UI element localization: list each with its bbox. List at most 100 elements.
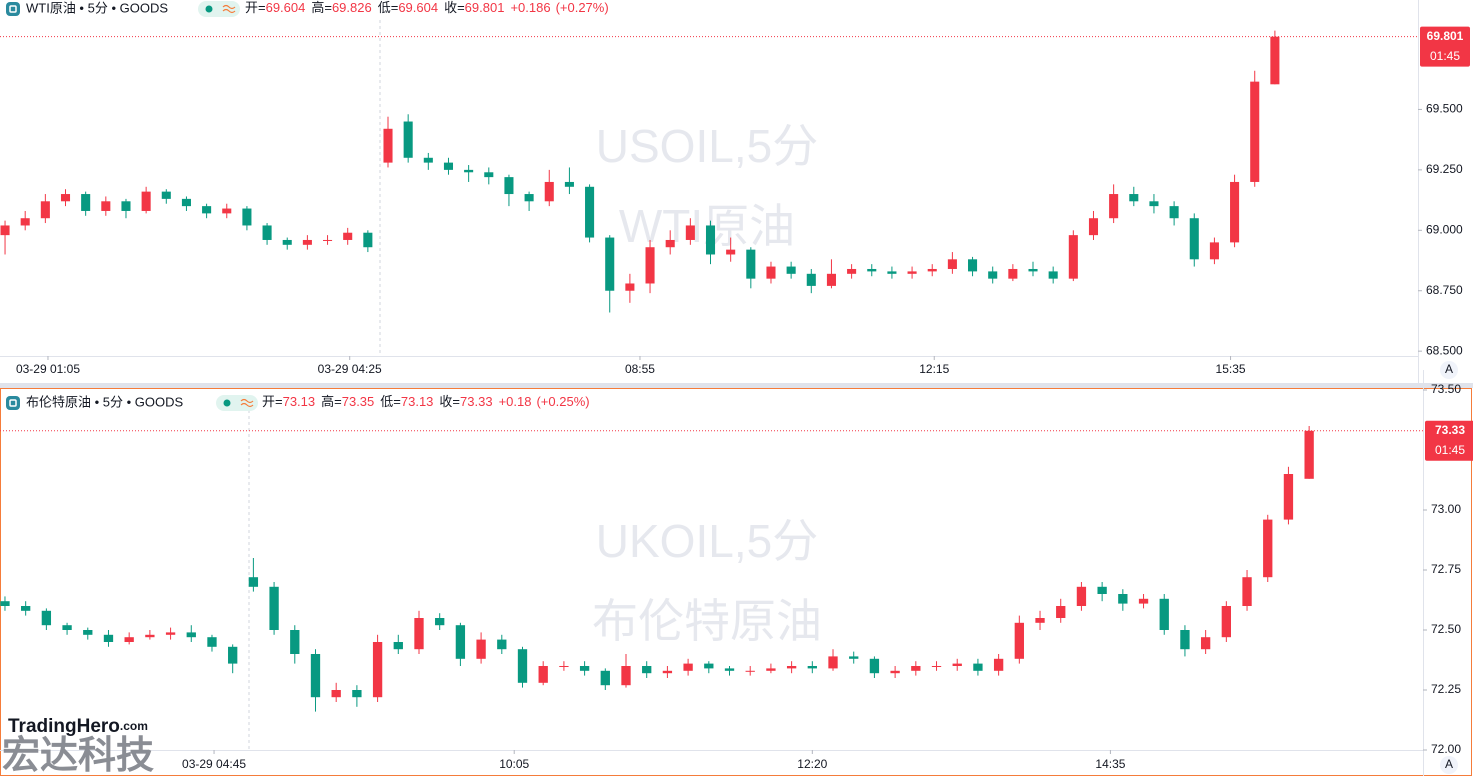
ohlc-value: 69.826 bbox=[332, 0, 372, 15]
candle-body bbox=[331, 690, 341, 698]
y-tick-label: 69.250 bbox=[1426, 162, 1463, 176]
candle-body bbox=[806, 273, 816, 286]
candle-body bbox=[517, 649, 528, 683]
countdown-label: 01:45 bbox=[1430, 49, 1460, 63]
x-tick-label: 03-29 04:45 bbox=[182, 757, 246, 771]
ohlc-label: 收= bbox=[444, 0, 465, 15]
candle-body bbox=[81, 194, 91, 211]
auto-scale-button[interactable]: A bbox=[1445, 362, 1453, 376]
ohlc-label: 高= bbox=[321, 394, 342, 409]
symbol-icon-inner bbox=[9, 5, 17, 13]
candle-body bbox=[585, 186, 595, 238]
status-pill[interactable] bbox=[198, 1, 240, 17]
candle-body bbox=[423, 157, 433, 163]
candle-body bbox=[1076, 586, 1087, 606]
candle-body bbox=[968, 259, 978, 272]
candle-body bbox=[786, 266, 796, 274]
ohlc-label: 低= bbox=[380, 394, 401, 409]
y-tick-label: 72.75 bbox=[1431, 562, 1461, 576]
status-dot bbox=[205, 5, 213, 13]
candle-body bbox=[141, 191, 151, 211]
candle-body bbox=[947, 259, 957, 269]
candle-body bbox=[403, 121, 413, 158]
last-price-label: 69.801 bbox=[1427, 29, 1464, 43]
candle-body bbox=[1088, 218, 1099, 236]
candle-body bbox=[911, 666, 921, 671]
candle-body bbox=[642, 666, 652, 674]
x-tick-label: 12:15 bbox=[919, 362, 949, 376]
candle-body bbox=[645, 247, 655, 284]
candle-body bbox=[207, 637, 217, 647]
candle-body bbox=[282, 239, 292, 245]
y-tick-label: 69.500 bbox=[1426, 102, 1463, 116]
candle-body bbox=[1035, 618, 1045, 623]
candle-body bbox=[228, 646, 238, 664]
symbol-icon bbox=[6, 396, 20, 410]
candle-body bbox=[705, 225, 716, 255]
last-price-label: 73.33 bbox=[1435, 423, 1465, 437]
candle-body bbox=[907, 271, 917, 274]
candle-body bbox=[746, 249, 756, 279]
x-tick-label: 15:35 bbox=[1216, 362, 1246, 376]
candle-body bbox=[435, 618, 445, 626]
candle-body bbox=[83, 630, 93, 635]
candle-body bbox=[202, 206, 212, 214]
candle-body bbox=[847, 268, 857, 274]
status-dot bbox=[223, 399, 231, 407]
auto-scale-button-bg[interactable] bbox=[1440, 756, 1458, 774]
candle-body bbox=[103, 634, 114, 642]
candle-body bbox=[165, 632, 176, 635]
candle-body bbox=[1169, 206, 1179, 219]
y-tick-label: 68.500 bbox=[1426, 343, 1463, 357]
candle-body bbox=[302, 239, 312, 245]
candle-body bbox=[290, 630, 300, 654]
candle-body bbox=[1270, 36, 1280, 85]
ohlc-readout: 开=69.604 高=69.826 低=69.604 收=69.801 +0.186 (+… bbox=[245, 0, 609, 15]
status-wave bbox=[222, 4, 236, 14]
auto-scale-button[interactable]: A bbox=[1445, 757, 1453, 771]
y-tick-label: 72.25 bbox=[1431, 682, 1461, 696]
candle-body bbox=[1283, 474, 1294, 520]
y-tick-label: 68.750 bbox=[1426, 283, 1463, 297]
watermark: 布伦特原油 bbox=[592, 595, 822, 647]
candle-body bbox=[869, 658, 880, 674]
candle-body bbox=[1129, 194, 1139, 202]
candle-body bbox=[1180, 630, 1190, 650]
candle-body bbox=[993, 658, 1004, 671]
candle-body bbox=[455, 625, 466, 659]
candle-body bbox=[443, 162, 454, 170]
candle-body bbox=[0, 225, 10, 236]
candle-body bbox=[1068, 235, 1078, 279]
candle-body bbox=[1250, 81, 1260, 182]
ohlc-value: 73.33 bbox=[460, 394, 493, 409]
y-tick-label: 73.50 bbox=[1431, 382, 1461, 396]
candle-body bbox=[662, 670, 673, 674]
candle-body bbox=[988, 271, 998, 279]
ohlc-value: 73.13 bbox=[283, 394, 316, 409]
candle-body bbox=[1097, 586, 1107, 594]
candle-body bbox=[621, 666, 631, 686]
candle-body bbox=[383, 128, 393, 163]
candle-body bbox=[21, 606, 31, 611]
candle-body bbox=[600, 670, 610, 686]
y-tick-label: 69.000 bbox=[1426, 222, 1463, 236]
brand-name: TradingHero bbox=[8, 716, 120, 737]
auto-scale-button-bg[interactable] bbox=[1440, 361, 1458, 379]
status-pill[interactable] bbox=[216, 395, 258, 411]
candle-body bbox=[625, 283, 635, 291]
ohlc-label: 收= bbox=[439, 394, 460, 409]
pane: USOIL,5分WTI原油68.50068.75069.00069.25069.… bbox=[0, 0, 1470, 383]
ohlc-label: 高= bbox=[311, 0, 332, 15]
candle-body bbox=[262, 225, 272, 240]
candle-body bbox=[867, 268, 877, 272]
candle-body bbox=[1149, 201, 1159, 207]
candle-body bbox=[1242, 577, 1252, 606]
candle-body bbox=[222, 208, 232, 214]
candle-body bbox=[414, 618, 424, 650]
change-value: +0.18 bbox=[499, 394, 532, 409]
ohlc-value: 69.604 bbox=[266, 0, 306, 15]
ohlc-readout: 开=73.13 高=73.35 低=73.13 收=73.33 +0.18 (+0.25%… bbox=[262, 394, 590, 409]
y-tick-label: 73.00 bbox=[1431, 502, 1461, 516]
